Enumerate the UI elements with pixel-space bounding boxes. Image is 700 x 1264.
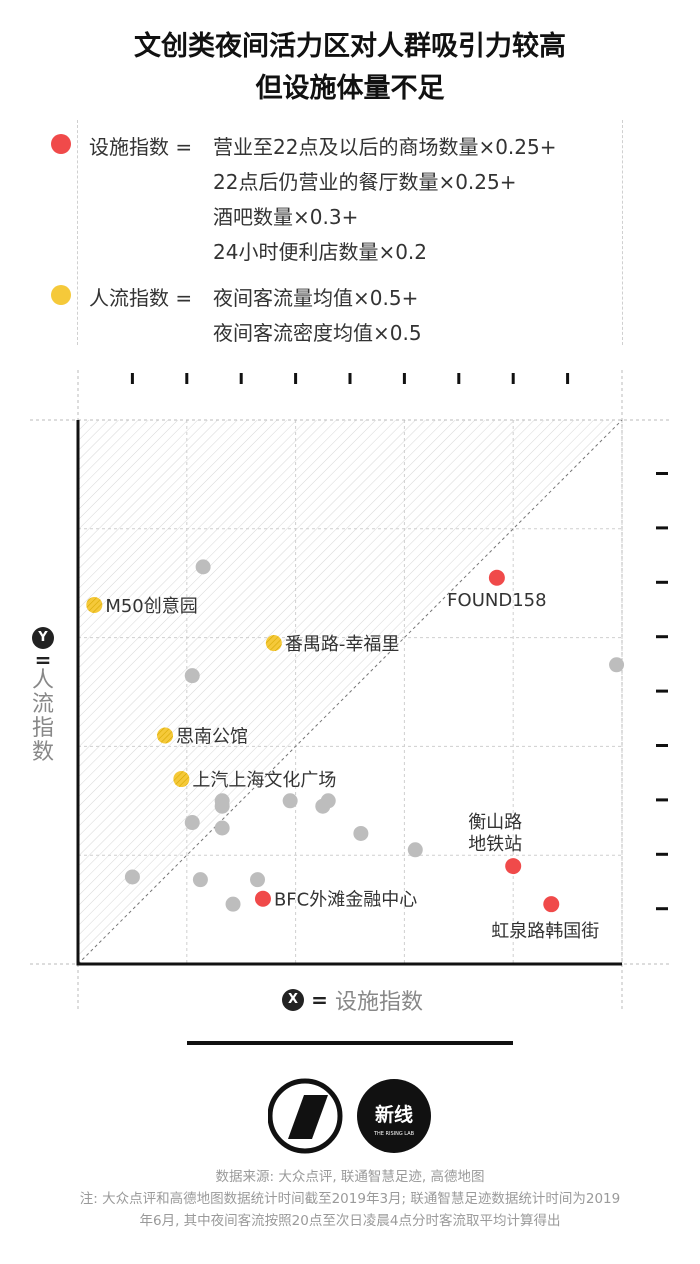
legend-guide-line xyxy=(622,120,623,345)
grey-data-point xyxy=(124,869,140,885)
grey-data-point xyxy=(407,842,423,858)
grey-data-point xyxy=(315,798,331,814)
point-label: 衡山路 xyxy=(468,812,522,833)
traffic-point-hatch xyxy=(265,635,282,652)
logo-2-icon: 新线 THE RISING LAB xyxy=(357,1079,431,1153)
grey-data-point xyxy=(225,896,241,912)
traffic-point-hatch xyxy=(173,771,190,788)
brand-logos: 新线 THE RISING LAB xyxy=(267,1078,431,1154)
facility-data-point xyxy=(543,896,560,913)
traffic-legend-dot xyxy=(51,285,71,305)
traffic-legend-name: 人流指数 = xyxy=(89,286,193,310)
traffic-formula-line: 夜间客流密度均值×0.5 xyxy=(213,321,422,345)
grey-data-point xyxy=(609,657,625,673)
grey-data-point xyxy=(184,668,200,684)
facility-formula-line: 22点后仍营业的餐厅数量×0.25+ xyxy=(213,170,517,194)
footnote-line-2: 年6月, 其中夜间客流按照20点至次日凌晨4点分时客流取平均计算得出 xyxy=(139,1213,561,1229)
point-label: 地铁站 xyxy=(468,834,522,855)
footnote-line-1: 注: 大众点评和高德地图数据统计时间截至2019年3月; 联通智慧足迹数据统计时… xyxy=(79,1191,621,1207)
y-axis-title: 人流指数 xyxy=(31,668,54,765)
x-axis-title: 设施指数 xyxy=(334,990,423,1015)
grey-data-point xyxy=(214,798,230,814)
title-line-1: 文创类夜间活力区对人群吸引力较高 xyxy=(134,31,566,62)
diagonal-line xyxy=(77,419,623,965)
facility-data-point xyxy=(254,890,271,907)
legend-guide-line xyxy=(77,120,78,345)
point-label: BFC外滩金融中心 xyxy=(274,890,417,911)
grey-data-point xyxy=(184,815,200,831)
facility-formula-line: 酒吧数量×0.3+ xyxy=(213,205,359,229)
y-axis-label: Y = 人流指数 xyxy=(26,626,60,765)
point-label: FOUND158 xyxy=(447,590,546,611)
footer-notes: 数据来源: 大众点评, 联通智慧足迹, 高德地图 注: 大众点评和高德地图数据统… xyxy=(0,1166,700,1232)
chart-title: 文创类夜间活力区对人群吸引力较高 但设施体量不足 xyxy=(0,26,700,110)
divider xyxy=(187,1041,513,1045)
point-label: 思南公馆 xyxy=(176,727,248,748)
logo-1-icon xyxy=(267,1078,343,1154)
logo-group: 新线 THE RISING LAB xyxy=(267,1077,438,1161)
facility-data-point xyxy=(505,858,522,875)
grey-data-point xyxy=(214,820,230,836)
title-line-2: 但设施体量不足 xyxy=(255,73,445,104)
x-axis-label: X = 设施指数 xyxy=(282,984,423,1016)
grey-data-point xyxy=(195,559,211,575)
y-axis-badge: Y xyxy=(32,627,54,649)
point-label: 上汽上海文化广场 xyxy=(192,770,336,791)
facility-legend-dot xyxy=(51,134,71,154)
x-axis-equals: = xyxy=(311,988,328,1012)
logo-2-subtext: THE RISING LAB xyxy=(373,1131,415,1137)
grey-data-point xyxy=(353,825,369,841)
facility-legend-name: 设施指数 = xyxy=(89,135,193,159)
facility-formula-line: 营业至22点及以后的商场数量×0.25+ xyxy=(213,135,557,159)
point-label: M50创意园 xyxy=(105,596,197,617)
logo-2-text: 新线 xyxy=(375,1103,413,1126)
traffic-formula-line: 夜间客流量均值×0.5+ xyxy=(213,286,419,310)
traffic-point-hatch xyxy=(86,596,103,613)
traffic-point-hatch xyxy=(157,727,174,744)
data-source: 数据来源: 大众点评, 联通智慧足迹, 高德地图 xyxy=(215,1169,485,1185)
facility-data-point xyxy=(488,569,505,586)
grey-data-point xyxy=(192,872,208,888)
y-axis-equals: = xyxy=(34,648,52,672)
facility-formula-line: 24小时便利店数量×0.2 xyxy=(213,240,428,264)
grey-data-point xyxy=(250,872,266,888)
grey-data-point xyxy=(282,793,298,809)
x-axis-badge: X xyxy=(282,989,304,1011)
point-label: 虹泉路韩国街 xyxy=(491,921,599,942)
point-label: 番禺路-幸福里 xyxy=(285,634,400,655)
